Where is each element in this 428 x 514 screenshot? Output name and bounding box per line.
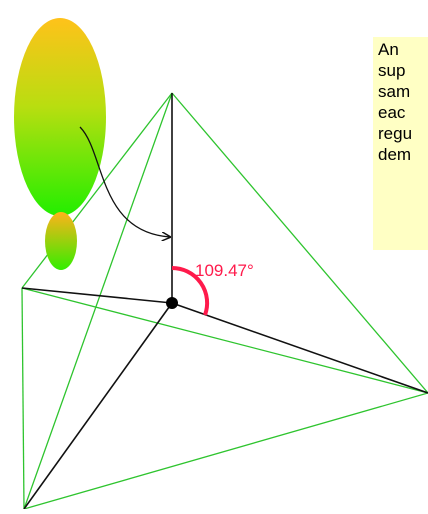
caption-line: An	[378, 40, 399, 59]
bond-down	[23, 302, 173, 510]
edge-left-bottom	[21, 287, 25, 510]
tetrahedron-edges	[21, 92, 428, 510]
orbital-small-lobe	[45, 212, 77, 270]
caption-line: eac	[378, 103, 406, 122]
caption-box: An sup sam eac regu dem	[373, 37, 428, 250]
edge-right-bottom	[23, 392, 428, 510]
bond-right	[171, 302, 428, 394]
caption-line: sup	[378, 61, 406, 80]
bond-left	[21, 287, 173, 304]
edge-left-right	[21, 287, 428, 394]
caption-line: sam	[378, 82, 411, 101]
orbital-large-lobe	[14, 18, 106, 216]
curved-arrow-icon	[79, 126, 170, 237]
bond-angle-arc	[171, 265, 210, 316]
edge-top-left	[21, 92, 173, 289]
caption-line: regu	[378, 124, 413, 143]
bond-angle-label: 109.47°	[195, 261, 254, 280]
orbital-icon	[14, 18, 106, 270]
caption-line: dem	[378, 145, 412, 164]
central-atom-dot-icon	[166, 297, 178, 309]
edge-top-right	[171, 92, 428, 394]
edge-top-bottom	[23, 92, 173, 510]
